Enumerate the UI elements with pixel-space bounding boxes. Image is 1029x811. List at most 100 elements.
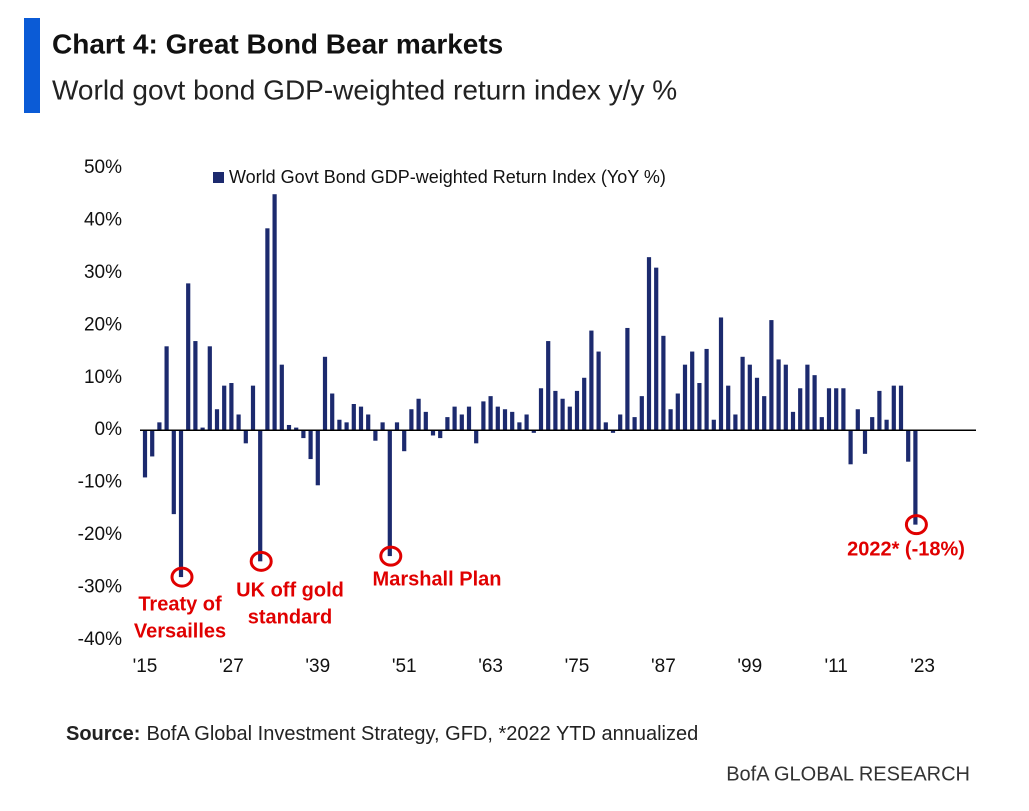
- bar: [553, 390, 558, 431]
- y-tick-label: -20%: [78, 524, 122, 545]
- y-tick-label: -40%: [78, 629, 122, 650]
- bar: [366, 414, 371, 431]
- bar: [502, 409, 508, 431]
- bar: [301, 430, 306, 439]
- bar: [466, 406, 472, 431]
- bar: [214, 409, 220, 431]
- bar: [819, 417, 824, 431]
- bar: [200, 427, 205, 431]
- bar: [646, 257, 652, 431]
- bar: [682, 364, 688, 431]
- bar: [164, 346, 169, 431]
- title-accent: [24, 18, 40, 113]
- bar: [330, 393, 335, 431]
- source-text: BofA Global Investment Strategy, GFD, *2…: [146, 723, 698, 745]
- bar: [294, 427, 299, 431]
- bar: [632, 417, 637, 431]
- y-tick-label: 10%: [84, 367, 122, 388]
- x-tick-label: '27: [219, 656, 244, 677]
- chart-subtitle: World govt bond GDP-weighted return inde…: [52, 74, 677, 105]
- bar: [337, 419, 342, 431]
- bar: [790, 411, 796, 431]
- x-tick-label: '39: [305, 656, 330, 677]
- source-label: Source:: [66, 723, 140, 745]
- bar: [380, 422, 385, 431]
- y-tick-label: 50%: [84, 157, 122, 178]
- bar: [286, 424, 292, 431]
- y-tick-label: 30%: [84, 262, 122, 283]
- bar: [567, 406, 572, 431]
- bar: [733, 414, 738, 431]
- bar: [265, 228, 270, 431]
- chart-title: Chart 4: Great Bond Bear markets: [52, 28, 503, 59]
- footer: BofA GLOBAL RESEARCH: [726, 763, 970, 785]
- x-tick-label: '99: [737, 656, 762, 677]
- annotation: standard: [248, 606, 332, 628]
- bar: [740, 356, 745, 431]
- bar: [423, 411, 428, 431]
- bar: [870, 417, 875, 431]
- bar: [891, 385, 896, 431]
- bar: [884, 419, 889, 431]
- bar: [538, 388, 544, 431]
- bar: [834, 388, 839, 431]
- annotation: Treaty of: [138, 593, 222, 615]
- annotation-circle: [379, 545, 403, 567]
- bar: [229, 383, 234, 431]
- bar: [718, 317, 724, 431]
- bar: [452, 406, 457, 431]
- bar: [207, 346, 212, 431]
- annotation-circle: [904, 514, 928, 536]
- bar: [675, 393, 680, 431]
- legend-label: World Govt Bond GDP-weighted Return Inde…: [229, 167, 666, 187]
- bar: [358, 406, 364, 431]
- bar: [906, 430, 911, 462]
- y-tick-label: 0%: [95, 419, 123, 440]
- bar: [531, 430, 536, 433]
- annotation: Marshall Plan: [373, 568, 502, 590]
- x-tick-label: '15: [133, 656, 158, 677]
- bar: [697, 383, 702, 431]
- bar: [877, 390, 882, 431]
- bar: [711, 419, 716, 431]
- y-tick-label: -10%: [78, 472, 122, 493]
- bar: [754, 377, 760, 431]
- bar: [668, 409, 673, 431]
- bar: [236, 414, 241, 431]
- bar: [762, 396, 767, 431]
- bar: [394, 422, 400, 431]
- bar: [459, 414, 464, 431]
- bar: [848, 430, 853, 465]
- bar: [805, 364, 810, 431]
- bar: [855, 409, 860, 431]
- annotation: UK off gold: [236, 579, 344, 601]
- bar: [661, 335, 666, 431]
- bar: [279, 364, 284, 431]
- bar: [898, 385, 904, 431]
- bar: [445, 417, 450, 431]
- x-tick-label: '75: [565, 656, 590, 677]
- bar: [582, 377, 587, 431]
- bar: [171, 430, 176, 515]
- bar: [776, 359, 781, 431]
- y-tick-label: -30%: [78, 577, 122, 598]
- annotation: Versailles: [134, 620, 226, 642]
- bar: [315, 430, 320, 486]
- x-tick-label: '51: [392, 656, 417, 677]
- bar: [603, 422, 608, 431]
- bar: [272, 194, 277, 431]
- bar: [222, 385, 227, 431]
- source-note: Source: BofA Global Investment Strategy, …: [66, 723, 698, 745]
- bar: [193, 341, 198, 431]
- bar: [704, 348, 709, 431]
- bar: [178, 430, 184, 578]
- bar: [409, 409, 414, 431]
- bar: [416, 398, 421, 431]
- bar: [186, 283, 191, 431]
- bar: [812, 375, 817, 431]
- bar: [841, 388, 846, 431]
- bar: [596, 351, 601, 431]
- annotation-circle: [249, 550, 273, 572]
- bar: [488, 396, 493, 431]
- bar: [798, 388, 803, 431]
